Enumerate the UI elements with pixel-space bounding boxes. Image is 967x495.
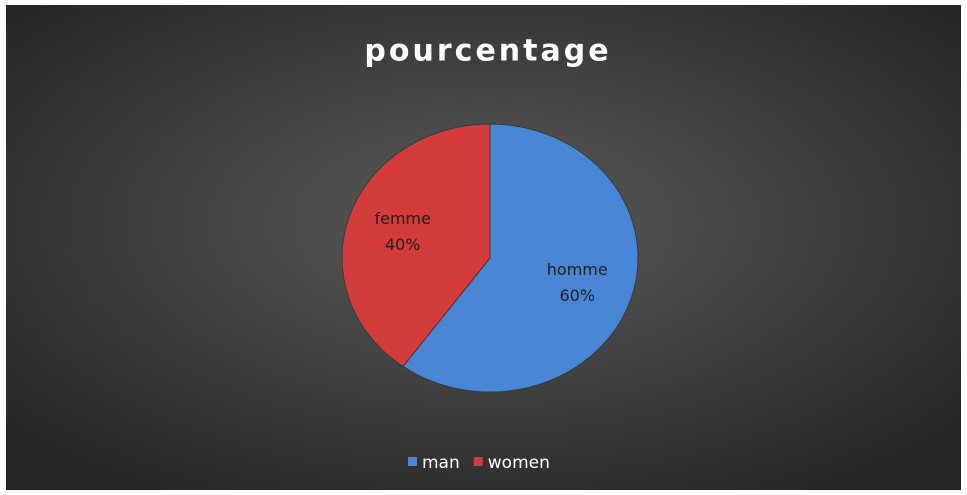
slice-label: homme — [547, 260, 608, 279]
chart-title: pourcentage — [364, 34, 611, 69]
pie-slice — [402, 123, 639, 393]
legend-label: man — [422, 453, 460, 473]
slice-value-label: 60% — [559, 286, 595, 305]
legend-label: women — [488, 453, 550, 473]
slice-label: femme — [374, 209, 431, 228]
legend-marker — [473, 457, 483, 466]
legend-marker — [408, 457, 417, 466]
pie-slice — [341, 123, 491, 368]
slice-value-label: 40% — [385, 235, 421, 254]
